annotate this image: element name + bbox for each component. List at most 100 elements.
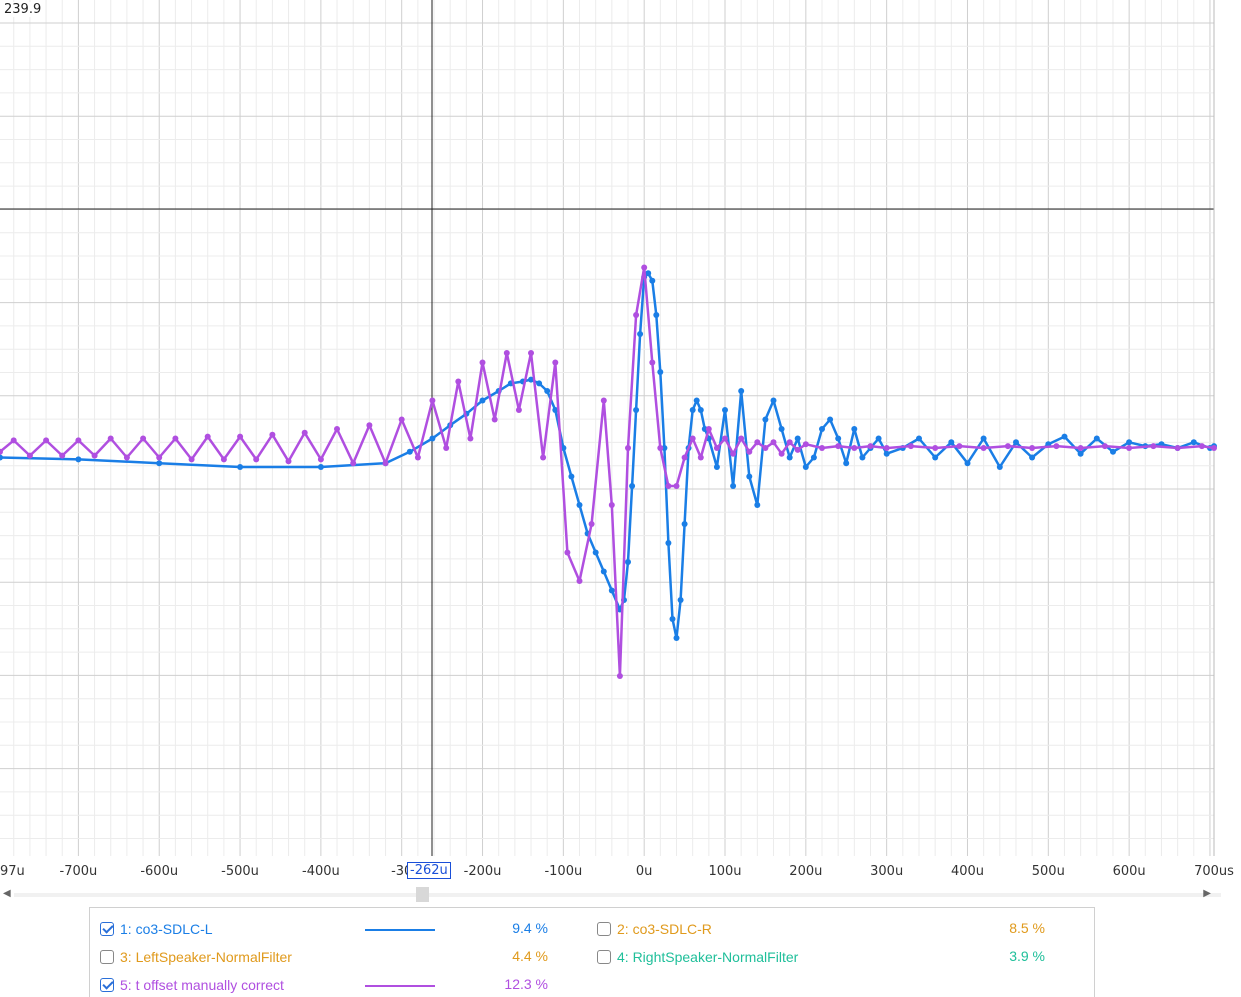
data-point xyxy=(10,437,17,444)
legend-item-4[interactable]: 4: RightSpeaker-NormalFilter xyxy=(597,946,798,968)
data-point xyxy=(0,448,3,455)
data-point xyxy=(778,426,785,432)
data-point xyxy=(1101,443,1108,450)
x-tick-label: 100u xyxy=(708,864,742,879)
x-tick-label: 700us xyxy=(1194,864,1234,879)
data-point xyxy=(956,443,963,450)
data-point xyxy=(689,407,696,413)
x-tick-label: -600u xyxy=(140,864,179,879)
scrollbar-thumb[interactable] xyxy=(416,887,429,902)
data-point xyxy=(883,445,890,451)
data-point xyxy=(237,433,244,440)
legend-panel: 1: co3-SDLC-L 9.4 % 2: co3-SDLC-R 8.5 % … xyxy=(89,907,1095,997)
data-point xyxy=(253,456,260,463)
data-point xyxy=(1126,439,1133,446)
data-point xyxy=(540,454,547,461)
data-point xyxy=(317,456,324,463)
legend-item-5[interactable]: 5: t offset manually correct xyxy=(100,974,284,996)
y-axis-top-value: 239.9 xyxy=(2,2,44,17)
data-point xyxy=(552,407,559,413)
data-point xyxy=(649,277,656,284)
data-point xyxy=(802,441,809,448)
data-point xyxy=(746,473,753,480)
checkbox-icon[interactable] xyxy=(100,922,114,936)
data-point xyxy=(1150,443,1157,450)
data-point xyxy=(285,458,292,465)
data-point xyxy=(637,331,644,337)
data-point xyxy=(1061,433,1068,440)
data-point xyxy=(835,443,842,450)
data-point xyxy=(673,483,680,489)
data-point xyxy=(641,264,648,271)
x-tick-label: 500u xyxy=(1031,864,1065,879)
data-point xyxy=(681,454,688,461)
x-tick-label: -700u xyxy=(59,864,98,879)
data-point xyxy=(220,456,227,463)
x-tick-label: 0u xyxy=(635,864,653,879)
data-point xyxy=(875,435,882,442)
data-point xyxy=(479,359,486,366)
data-point xyxy=(576,502,583,508)
x-tick-label: 600u xyxy=(1112,864,1146,879)
data-point xyxy=(713,464,720,470)
data-point xyxy=(592,549,599,556)
checkbox-icon[interactable] xyxy=(100,950,114,964)
data-point xyxy=(819,426,825,432)
data-point xyxy=(528,350,534,356)
x-tick-label: -100u xyxy=(544,864,583,879)
data-point xyxy=(1029,445,1036,451)
data-point xyxy=(237,464,244,470)
data-point xyxy=(932,445,939,451)
legend-label: 5: t offset manually correct xyxy=(120,977,284,993)
data-point xyxy=(867,443,874,450)
data-point xyxy=(645,270,652,277)
checkbox-icon[interactable] xyxy=(597,950,611,964)
data-point xyxy=(827,416,834,423)
data-point xyxy=(713,445,720,451)
legend-percent: 9.4 % xyxy=(512,920,548,936)
data-point xyxy=(1077,445,1084,451)
data-point xyxy=(665,483,672,489)
legend-label: 3: LeftSpeaker-NormalFilter xyxy=(120,949,292,965)
x-tick-label: -400u xyxy=(302,864,340,879)
data-point xyxy=(693,397,700,404)
horizontal-scrollbar[interactable]: ◀ ▶ xyxy=(0,886,1241,904)
data-point xyxy=(1077,450,1084,457)
data-point xyxy=(1004,443,1011,450)
data-point xyxy=(382,460,389,467)
checkbox-icon[interactable] xyxy=(100,978,114,992)
data-point xyxy=(851,445,858,451)
legend-label: 4: RightSpeaker-NormalFilter xyxy=(617,949,799,965)
data-point xyxy=(156,454,163,461)
data-point xyxy=(568,473,575,480)
data-point xyxy=(1029,454,1036,461)
data-point xyxy=(689,435,696,442)
data-point xyxy=(980,435,987,442)
impulse-plot[interactable] xyxy=(0,0,1241,856)
legend-item-2[interactable]: 2: co3-SDLC-R xyxy=(597,918,712,940)
data-point xyxy=(722,435,728,442)
x-tick-label: 97u xyxy=(0,864,25,879)
data-point xyxy=(455,378,462,385)
data-point xyxy=(762,416,769,423)
data-point xyxy=(1013,439,1019,446)
legend-item-3[interactable]: 3: LeftSpeaker-NormalFilter xyxy=(100,946,292,968)
data-point xyxy=(964,460,971,467)
data-point xyxy=(0,454,3,461)
data-point xyxy=(681,521,688,527)
data-point xyxy=(172,435,179,442)
legend-item-1[interactable]: 1: co3-SDLC-L xyxy=(100,918,213,940)
data-point xyxy=(1211,445,1217,451)
data-point xyxy=(366,422,373,429)
checkbox-icon[interactable] xyxy=(597,922,611,936)
data-point xyxy=(770,439,777,446)
arrow-right-icon[interactable]: ▶ xyxy=(1203,888,1211,899)
arrow-left-icon[interactable]: ◀ xyxy=(3,888,11,899)
data-point xyxy=(429,435,436,442)
data-point xyxy=(536,380,543,387)
scrollbar-track[interactable] xyxy=(14,893,1221,897)
data-point xyxy=(600,397,607,404)
data-point xyxy=(673,635,680,641)
data-point xyxy=(738,388,745,394)
data-point xyxy=(406,448,413,455)
